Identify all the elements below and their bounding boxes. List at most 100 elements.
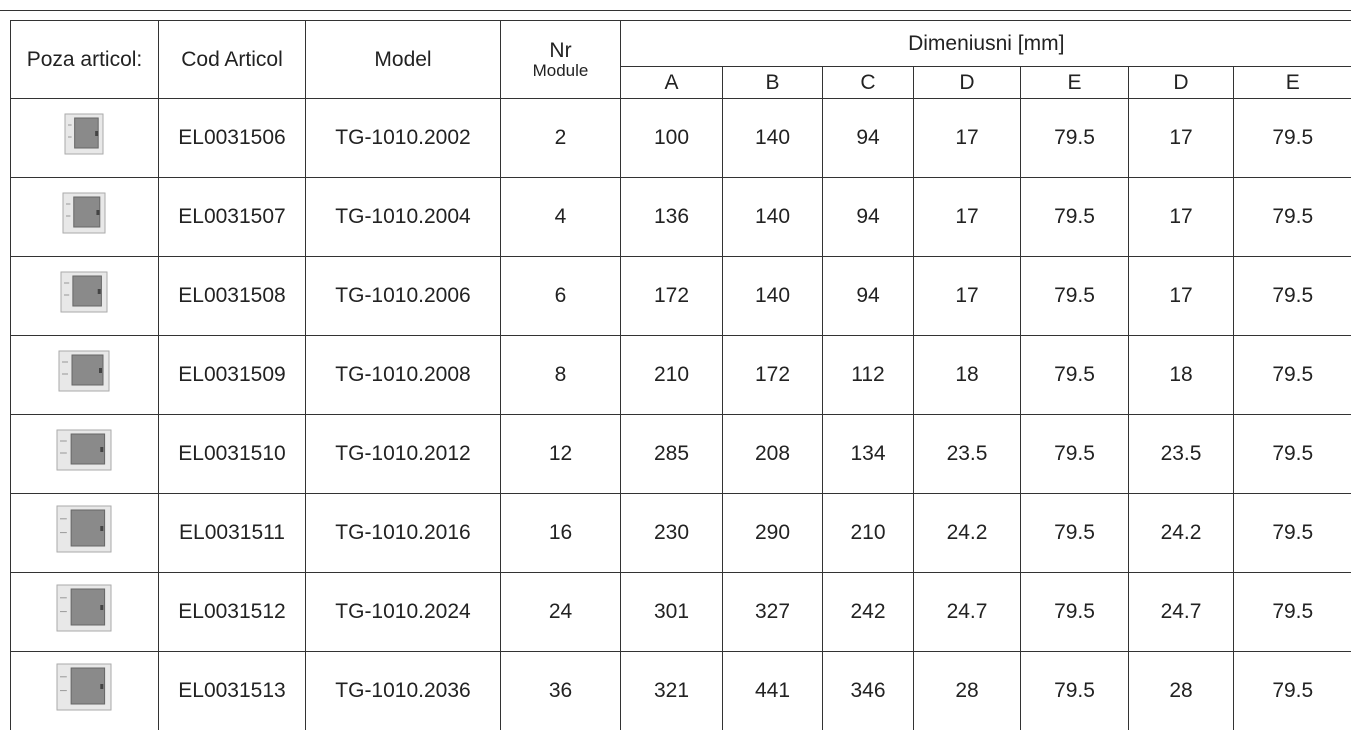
table-cell: 79.5 (1234, 652, 1351, 731)
table-cell: 79.5 (1021, 178, 1129, 257)
subheader-cell: D (914, 67, 1021, 99)
table-cell: 23.5 (914, 415, 1021, 494)
table-cell: 94 (823, 99, 914, 178)
image-cell (11, 99, 159, 178)
table-cell: 8 (501, 336, 621, 415)
table-cell: 79.5 (1021, 652, 1129, 731)
table-cell: 2 (501, 99, 621, 178)
table-cell: 140 (723, 257, 823, 336)
product-image (60, 271, 110, 315)
table-cell: 290 (723, 494, 823, 573)
product-image (62, 192, 108, 236)
table-cell: 79.5 (1234, 415, 1351, 494)
table-cell: 17 (914, 257, 1021, 336)
table-cell: 172 (723, 336, 823, 415)
table-cell: 17 (914, 178, 1021, 257)
table-cell: TG-1010.2008 (306, 336, 501, 415)
table-cell: 24.2 (914, 494, 1021, 573)
table-cell: 79.5 (1021, 573, 1129, 652)
table-cell: TG-1010.2002 (306, 99, 501, 178)
table-cell: 136 (621, 178, 723, 257)
table-cell: EL0031512 (159, 573, 306, 652)
table-cell: 230 (621, 494, 723, 573)
table-cell: 17 (1129, 257, 1234, 336)
table-cell: 36 (501, 652, 621, 731)
table-cell: 18 (914, 336, 1021, 415)
table-cell: 79.5 (1234, 573, 1351, 652)
image-cell (11, 178, 159, 257)
product-image (58, 350, 112, 394)
table-cell: EL0031506 (159, 99, 306, 178)
table-cell: TG-1010.2012 (306, 415, 501, 494)
table-cell: 79.5 (1021, 494, 1129, 573)
table-cell: TG-1010.2016 (306, 494, 501, 573)
page: Poza articol: Cod Articol Model NrModule… (0, 0, 1351, 734)
table-cell: 16 (501, 494, 621, 573)
table-cell: 4 (501, 178, 621, 257)
subheader-cell: E (1021, 67, 1129, 99)
table-cell: 79.5 (1021, 257, 1129, 336)
product-image (56, 584, 114, 634)
table-cell: 285 (621, 415, 723, 494)
header-cell: Model (306, 21, 501, 99)
image-cell (11, 573, 159, 652)
table-cell: 321 (621, 652, 723, 731)
table-cell: TG-1010.2004 (306, 178, 501, 257)
table-cell: 79.5 (1021, 99, 1129, 178)
table-cell: 112 (823, 336, 914, 415)
header-cell: Poza articol: (11, 21, 159, 99)
table-cell: 134 (823, 415, 914, 494)
table-cell: 79.5 (1234, 99, 1351, 178)
table-cell: TG-1010.2006 (306, 257, 501, 336)
table-cell: 79.5 (1234, 494, 1351, 573)
product-image (56, 663, 114, 713)
product-image (56, 505, 114, 555)
table-cell: 242 (823, 573, 914, 652)
table-cell: EL0031509 (159, 336, 306, 415)
image-cell (11, 336, 159, 415)
image-cell (11, 494, 159, 573)
table-cell: EL0031513 (159, 652, 306, 731)
table-cell: EL0031511 (159, 494, 306, 573)
table-cell: 94 (823, 257, 914, 336)
table-cell: 79.5 (1021, 336, 1129, 415)
table-cell: EL0031510 (159, 415, 306, 494)
subheader-cell: E (1234, 67, 1351, 99)
table-cell: EL0031508 (159, 257, 306, 336)
table-cell: 17 (1129, 99, 1234, 178)
table-cell: 79.5 (1234, 257, 1351, 336)
table-cell: 172 (621, 257, 723, 336)
product-image (56, 429, 114, 473)
table-cell: 23.5 (1129, 415, 1234, 494)
table-cell: 17 (914, 99, 1021, 178)
table-cell: 12 (501, 415, 621, 494)
table-cell: 24.7 (914, 573, 1021, 652)
table-cell: 140 (723, 178, 823, 257)
header-text: Module (501, 62, 620, 81)
image-cell (11, 257, 159, 336)
table-cell: 210 (621, 336, 723, 415)
table-cell: 24.2 (1129, 494, 1234, 573)
table-cell: TG-1010.2024 (306, 573, 501, 652)
table-cell: TG-1010.2036 (306, 652, 501, 731)
table-cell: 208 (723, 415, 823, 494)
table-cell: 94 (823, 178, 914, 257)
subheader-cell: D (1129, 67, 1234, 99)
table-cell: 17 (1129, 178, 1234, 257)
subheader-cell: B (723, 67, 823, 99)
table-cell: EL0031507 (159, 178, 306, 257)
table-cell: 346 (823, 652, 914, 731)
table-cell: 210 (823, 494, 914, 573)
header-text: Nr (501, 39, 620, 62)
table-cell: 24 (501, 573, 621, 652)
table-cell: 79.5 (1234, 178, 1351, 257)
table-cell: 18 (1129, 336, 1234, 415)
